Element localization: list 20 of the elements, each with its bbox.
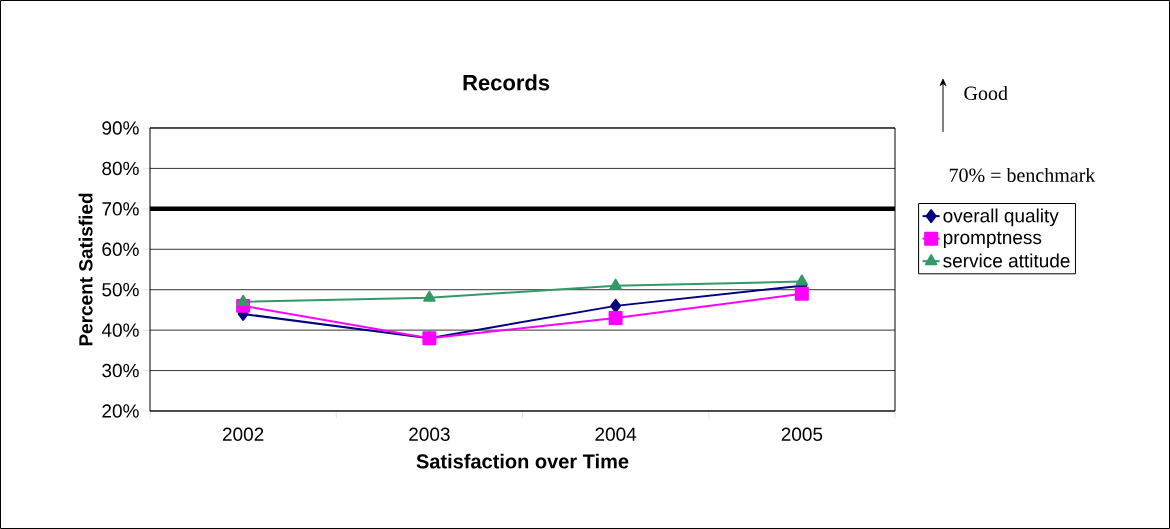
y-tick-label: 90%: [102, 121, 139, 135]
x-axis-title: Satisfaction over Time: [416, 453, 629, 469]
y-tick-label: 50%: [102, 282, 139, 297]
legend-label: promptness: [943, 231, 1042, 248]
legend-label: service attitude: [943, 253, 1070, 268]
y-tick-label: 80%: [102, 161, 139, 176]
y-tick-label: 70%: [102, 202, 139, 216]
text: Good: [964, 85, 1008, 101]
chart-title: Records: [463, 74, 550, 91]
legend-label: overall quality: [943, 208, 1059, 227]
y-axis-title: Percent Satisfied: [78, 193, 93, 346]
y-tick-label: 40%: [101, 323, 139, 337]
x-tick-label: 2002: [222, 427, 264, 441]
y-tick-label: 60%: [102, 242, 139, 256]
y-tick-label: 30%: [102, 363, 139, 378]
x-tick-label: 2004: [595, 427, 637, 441]
x-tick-label: 2005: [781, 427, 823, 441]
text: 70% = benchmark: [949, 167, 1096, 183]
x-tick-label: 2003: [409, 427, 450, 441]
y-tick-label: 20%: [102, 404, 139, 418]
